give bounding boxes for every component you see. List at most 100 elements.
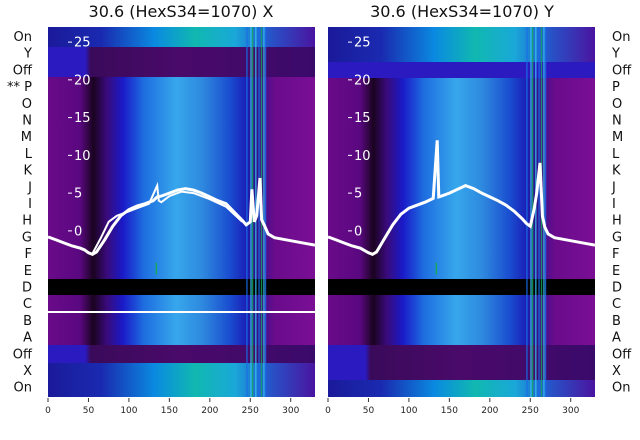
row-label: B [612,314,621,329]
y-tick-label: 20 [354,73,371,88]
stripe [264,27,267,397]
panel-y-band-off-top [328,62,595,78]
panel-y: 30.6 (HexS34=1070) Y 0 5 10 15 20 25 0 50 100 15… [325,2,632,416]
panel-x-series-2 [91,181,243,254]
panel-y-heatmap-bg [328,27,595,397]
row-label: Off [13,63,33,78]
stripe [544,27,547,397]
y-tick-label: 25 [354,36,371,51]
row-label: I [28,197,32,212]
panel-x-band-black [48,279,315,295]
row-label: Off [13,347,33,362]
x-tick-label: 200 [201,406,218,416]
x-tick-label: 50 [363,406,375,416]
stripe [263,27,265,397]
x-tick-label: 0 [325,406,331,416]
row-label: On [14,30,32,45]
row-label: A [23,331,32,346]
panel-y-x-ticks: 0 50 100 150 200 250 300 [325,398,580,416]
row-label: K [23,164,32,179]
y-tick-label: 10 [354,149,371,164]
row-label: On [612,30,630,45]
y-tick-label: 5 [74,187,82,202]
row-label: M [21,130,32,145]
row-label: C [23,297,32,312]
row-label: N [22,114,32,129]
panel-y-y-ticks: 0 5 10 15 20 25 [348,36,371,239]
x-tick-label: 150 [161,406,178,416]
row-label: I [612,197,616,212]
panel-y-band-black [328,279,595,295]
y-tick-label: 5 [354,187,362,202]
panel-x-plot [48,27,315,397]
x-tick-label: 300 [562,406,579,416]
panel-y-plot [328,27,595,397]
stripe [258,27,260,397]
stripe [530,27,532,397]
row-label: L [612,147,620,162]
row-label: G [22,230,32,245]
panel-x-band-off-top [48,47,315,77]
row-label: ** P [7,80,32,95]
x-tick-label: 200 [481,406,498,416]
x-tick-label: 50 [83,406,95,416]
row-label: B [23,314,32,329]
row-label: C [612,297,621,312]
panel-x-band-on-top [48,27,315,47]
row-label: L [25,147,33,162]
stripe [246,27,248,397]
row-label: O [612,97,622,112]
x-tick-label: 250 [522,406,539,416]
stripe [435,262,438,275]
y-tick-label: 15 [354,111,371,126]
row-label: H [22,214,32,229]
panel-x-series-1 [48,177,315,256]
y-tick-label: 0 [74,224,82,239]
panel-y-band-off-bottom [328,345,595,380]
panel-y-title: 30.6 (HexS34=1070) Y [370,2,554,21]
row-label: J [27,180,32,195]
row-label: K [612,164,621,179]
row-label: X [612,364,621,379]
stripe [538,27,540,397]
row-label: D [612,281,622,296]
row-label: F [25,247,32,262]
panel-x-band-off-bottom [48,345,315,363]
y-tick-label: 10 [74,149,91,164]
row-label: On [14,381,32,396]
stripe [155,262,158,275]
panel-x-heatmap-bg [48,27,315,397]
row-label: J [611,180,616,195]
x-tick-label: 0 [45,406,51,416]
panel-x: 30.6 (HexS34=1070) X 0 5 10 15 20 25 0 50 100 15… [7,2,315,416]
panel-x-x-ticks: 0 50 100 150 200 250 300 [45,398,300,416]
row-label: F [612,247,619,262]
row-label: Off [612,347,632,362]
panel-x-y-ticks: 0 5 10 15 20 25 [68,36,91,239]
panel-y-band-on-top [328,27,595,62]
row-label: H [612,214,622,229]
row-label: Off [612,63,632,78]
x-tick-label: 300 [282,406,299,416]
panel-y-series-1 [328,140,595,256]
y-tick-label: 20 [74,73,91,88]
x-tick-label: 100 [400,406,417,416]
row-label: P [612,80,620,95]
x-tick-label: 150 [441,406,458,416]
row-label: A [612,331,621,346]
panel-x-band-on-bottom [48,363,315,397]
x-tick-label: 100 [120,406,137,416]
row-label: D [22,281,32,296]
panel-x-title: 30.6 (HexS34=1070) X [89,2,274,21]
row-label: O [22,97,32,112]
row-label: N [612,114,622,129]
row-label: X [23,364,32,379]
row-label: E [24,264,32,279]
x-tick-label: 250 [242,406,259,416]
row-label: G [612,230,622,245]
row-label: Y [611,47,620,62]
y-tick-label: 25 [74,36,91,51]
